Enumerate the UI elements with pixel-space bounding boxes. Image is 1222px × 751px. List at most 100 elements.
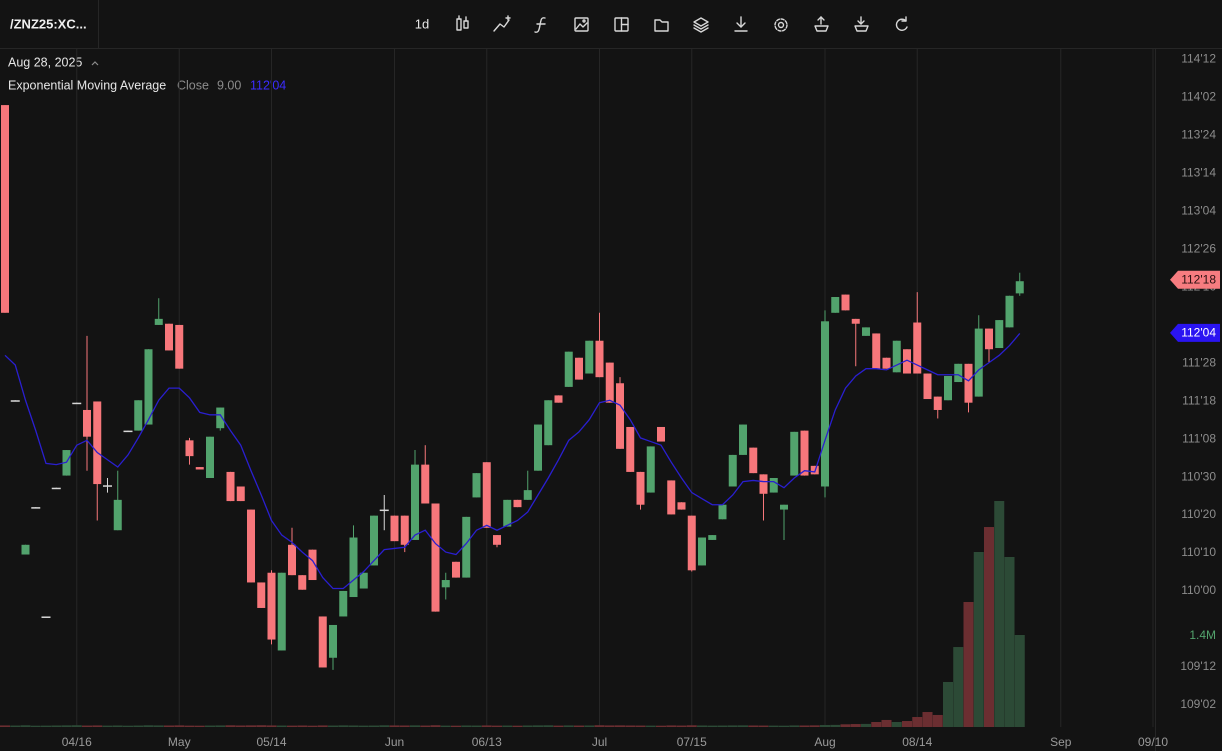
candle-body [687,515,696,571]
volume-bar [430,725,441,727]
candle-body [83,409,91,437]
volume-bar [932,714,943,727]
candle-body [370,515,378,566]
price-tag-label: 112'04 [1181,326,1216,340]
candle-body [800,430,809,476]
indicator-source: Close [177,78,209,92]
volume-bar [604,725,615,727]
volume-bar [635,725,646,727]
settings-button[interactable] [774,18,788,32]
y-tick-label: 110'20 [1181,507,1216,521]
volume-bar [779,725,789,727]
refresh-button[interactable] [895,16,908,31]
x-tick-label: 07/15 [677,735,707,749]
x-tick-label: Aug [814,735,835,749]
candle-body [790,431,799,476]
volume-bar [594,725,605,727]
volume-bar [615,725,625,727]
volume-bar [348,725,359,727]
candle-body [985,328,993,350]
volume-bar [512,725,523,727]
volume-bar [369,725,379,727]
volume-bar [973,551,984,727]
volume-bar [82,725,92,727]
volume-bar [502,725,513,727]
collapse-icon[interactable] [91,61,99,66]
y-tick-label: 114'02 [1181,90,1216,104]
x-tick-label: Sep [1050,735,1072,749]
layout-button[interactable] [614,17,629,32]
candle-body [288,544,296,576]
y-tick-label: 109'12 [1180,659,1216,673]
volume-bar [1014,634,1025,727]
candle-body [206,436,214,478]
volume-bar [338,725,349,727]
candle-body [144,349,153,425]
volume-bar [686,725,697,727]
open-button[interactable] [654,19,669,32]
candle-body [10,400,20,402]
symbol[interactable]: /ZNZ25:XC... [10,16,87,31]
volume-bar [297,725,308,727]
ema-line [4,333,1021,590]
candle-body [544,400,553,446]
sell-button[interactable] [854,16,869,32]
function-button[interactable] [534,17,546,33]
candle-body [31,507,41,509]
candle-body [257,582,266,608]
volume-bar [881,719,892,727]
volume-bar [471,725,482,727]
volume-bar [256,725,267,727]
candle-body [195,467,204,470]
candle-type-button[interactable] [456,15,469,31]
candle-body [216,407,225,429]
candle-body [718,504,727,520]
snapshot-button[interactable] [574,17,589,32]
candle-body [892,340,901,373]
volume-bar [123,725,133,727]
volume-bar [184,725,195,727]
layers-button[interactable] [693,17,709,33]
candle-body [759,474,768,494]
candle-body [769,477,778,493]
indicator-period: 9.00 [217,78,241,92]
candle-body [821,321,829,487]
candle-body [72,402,82,405]
volume-bar [861,723,871,727]
y-tick-label: 112'26 [1181,242,1216,256]
volume-tag-label: 1.4M [1189,628,1216,642]
y-tick-label: 110'10 [1181,545,1216,559]
candle-body [964,363,973,403]
candle-body [872,333,881,369]
candle-body [236,486,245,502]
candle-body [103,485,112,487]
x-tick-label: Jun [385,735,404,749]
buy-button[interactable] [814,16,829,32]
indicators-button[interactable] [493,15,511,32]
volume-bar [112,725,123,727]
volume-bar [461,725,472,727]
y-tick-label: 109'02 [1180,697,1216,711]
volume-bar [840,724,851,727]
volume-bar [153,725,164,727]
volume-bar [410,725,420,727]
candle-body [708,535,717,540]
candle-body [554,395,563,403]
volume-bar [768,725,779,727]
candle-body [493,535,501,545]
volume-bar [164,725,174,727]
volume-bar [820,725,830,727]
volume-bar [850,724,861,727]
x-tick-label: 09/10 [1138,735,1168,749]
candle-body [21,544,30,555]
volume-bar [563,725,574,727]
price-tag [1170,323,1220,342]
candle-body [247,509,255,583]
interval-button[interactable]: 1d [415,16,429,31]
volume-bar [645,725,656,727]
candle-body [1015,281,1024,294]
volume-bar [697,725,707,727]
candle-body [452,561,460,578]
download-button[interactable] [734,16,748,32]
